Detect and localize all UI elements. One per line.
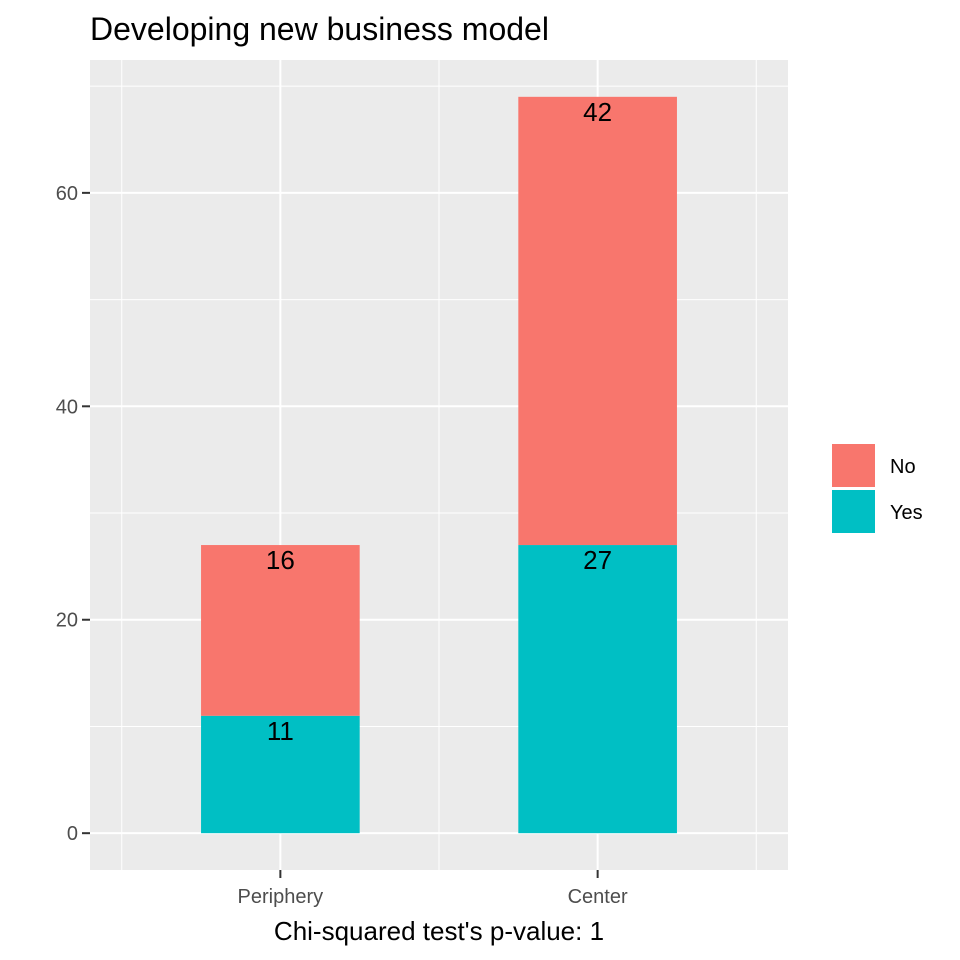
- data-label-center-no: 42: [583, 97, 612, 127]
- y-tick-label-1: 20: [56, 610, 78, 632]
- bar-periphery-yes: [201, 715, 360, 834]
- y-tick-label-3: 60: [56, 183, 78, 205]
- axes: 0 20 40 60 Periphery Center: [56, 183, 628, 908]
- y-tick-label-2: 40: [56, 396, 78, 418]
- bars-layer: [201, 96, 677, 834]
- data-label-center-yes: 27: [583, 545, 612, 575]
- legend-key-yes: [832, 490, 875, 533]
- data-label-periphery-no: 16: [266, 545, 295, 575]
- x-tick-label-periphery: Periphery: [238, 886, 324, 908]
- bar-center-no: [518, 96, 677, 546]
- bar-center-yes: [518, 545, 677, 834]
- legend: No Yes: [832, 444, 923, 533]
- x-axis-label: Chi-squared test's p-value: 1: [274, 916, 604, 946]
- data-label-periphery-yes: 11: [267, 716, 294, 746]
- legend-label-yes: Yes: [890, 502, 923, 524]
- legend-label-no: No: [890, 456, 916, 478]
- chart-title: Developing new business model: [90, 11, 549, 47]
- y-tick-label-0: 0: [67, 823, 78, 845]
- data-labels: 11 16 27 42: [266, 97, 612, 746]
- x-tick-label-center: Center: [568, 886, 628, 908]
- bar-periphery-no: [201, 545, 360, 716]
- legend-key-no: [832, 444, 875, 487]
